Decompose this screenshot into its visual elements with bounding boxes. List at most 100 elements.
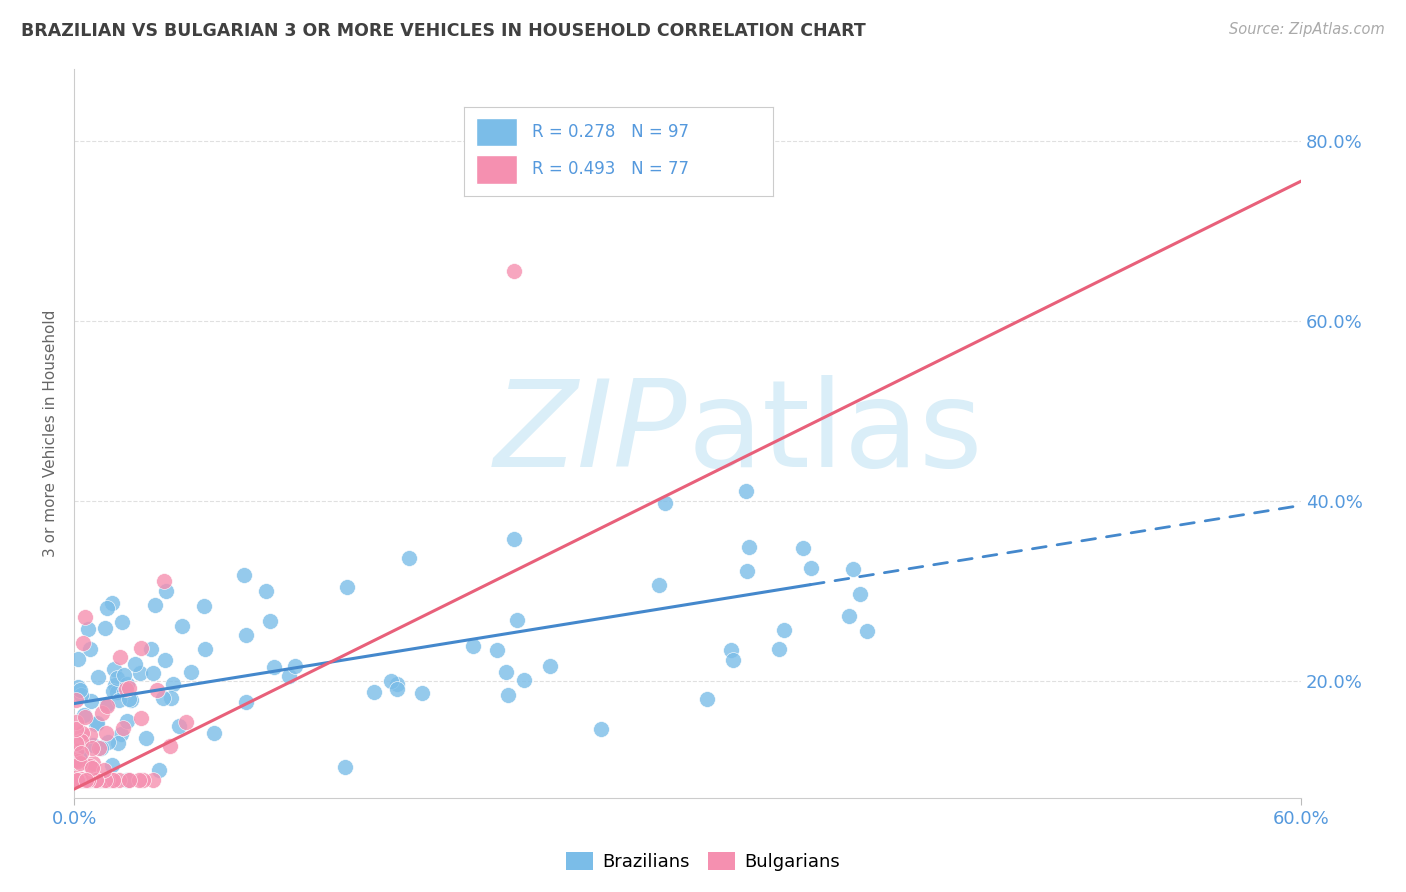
Point bbox=[90, 740, 112, 755]
Point bbox=[152, 690, 174, 705]
Point bbox=[90, 773, 112, 788]
Point bbox=[80, 773, 103, 788]
Point bbox=[66, 771, 89, 785]
Point bbox=[114, 681, 136, 696]
Point bbox=[101, 596, 124, 610]
Point bbox=[73, 773, 96, 788]
Point bbox=[101, 758, 124, 772]
Point bbox=[103, 773, 125, 788]
Point bbox=[232, 568, 254, 582]
Point bbox=[720, 642, 742, 657]
Point bbox=[506, 613, 529, 627]
Point bbox=[235, 628, 257, 642]
Point bbox=[180, 665, 202, 679]
Point bbox=[194, 642, 217, 657]
Point bbox=[97, 735, 120, 749]
Point bbox=[86, 773, 108, 788]
Point bbox=[120, 693, 142, 707]
Point bbox=[167, 719, 190, 733]
Point bbox=[67, 748, 90, 763]
Point bbox=[76, 773, 98, 788]
Point bbox=[259, 614, 281, 628]
Point bbox=[86, 716, 108, 731]
Point bbox=[82, 756, 104, 770]
Point bbox=[110, 649, 132, 664]
Point bbox=[94, 621, 117, 635]
Point bbox=[100, 773, 122, 788]
Point bbox=[856, 624, 879, 639]
Point bbox=[842, 562, 865, 576]
Point bbox=[94, 773, 117, 788]
Point bbox=[146, 682, 169, 697]
Point bbox=[263, 659, 285, 673]
Point bbox=[112, 668, 135, 682]
Point bbox=[70, 726, 93, 740]
Point bbox=[145, 598, 167, 612]
Point bbox=[65, 735, 87, 749]
Point bbox=[129, 641, 152, 656]
Point bbox=[69, 734, 91, 748]
Legend: Brazilians, Bulgarians: Brazilians, Bulgarians bbox=[560, 845, 846, 879]
Point bbox=[792, 541, 814, 555]
Point bbox=[75, 773, 97, 788]
Point bbox=[75, 610, 97, 624]
Point bbox=[75, 773, 97, 788]
Point bbox=[70, 773, 93, 788]
Point bbox=[65, 714, 87, 729]
Point bbox=[87, 670, 110, 684]
Point bbox=[108, 693, 131, 707]
Point bbox=[411, 686, 433, 700]
Point bbox=[103, 773, 125, 788]
Point bbox=[80, 694, 103, 708]
Point bbox=[96, 699, 118, 714]
Point bbox=[73, 708, 96, 723]
Point bbox=[70, 773, 93, 788]
Point bbox=[277, 669, 299, 683]
Point bbox=[72, 636, 94, 650]
Point bbox=[107, 773, 129, 788]
Point bbox=[65, 753, 87, 767]
Point bbox=[86, 715, 108, 730]
Point bbox=[333, 760, 356, 774]
Point bbox=[193, 599, 215, 613]
Point bbox=[284, 659, 307, 673]
Point bbox=[148, 764, 170, 778]
Point bbox=[538, 659, 561, 673]
Point bbox=[115, 677, 138, 691]
Point bbox=[105, 671, 128, 685]
Point bbox=[103, 662, 125, 676]
Point bbox=[79, 728, 101, 742]
Point bbox=[65, 773, 87, 788]
Point bbox=[235, 695, 257, 709]
Point bbox=[96, 697, 118, 711]
Point bbox=[118, 691, 141, 706]
Point bbox=[77, 622, 100, 636]
Point bbox=[363, 685, 385, 699]
Point bbox=[84, 773, 107, 788]
Point bbox=[82, 740, 104, 755]
Point bbox=[69, 750, 91, 764]
Point bbox=[65, 692, 87, 706]
Point bbox=[336, 580, 359, 594]
Point bbox=[87, 773, 110, 788]
Point bbox=[87, 740, 110, 755]
Point bbox=[72, 773, 94, 788]
Point bbox=[80, 761, 103, 775]
Point bbox=[152, 574, 174, 589]
Point bbox=[153, 653, 176, 667]
Point bbox=[132, 773, 155, 788]
Point bbox=[162, 677, 184, 691]
Point bbox=[254, 583, 277, 598]
Point bbox=[111, 615, 134, 629]
Text: atlas: atlas bbox=[688, 375, 983, 491]
Point bbox=[67, 680, 90, 694]
Point bbox=[91, 706, 114, 720]
Point bbox=[112, 684, 135, 698]
Point bbox=[70, 773, 93, 788]
Text: Source: ZipAtlas.com: Source: ZipAtlas.com bbox=[1229, 22, 1385, 37]
Point bbox=[129, 711, 152, 725]
Text: R = 0.493   N = 77: R = 0.493 N = 77 bbox=[531, 161, 689, 178]
Point bbox=[696, 692, 718, 706]
Point bbox=[110, 727, 132, 741]
Point bbox=[115, 714, 138, 728]
